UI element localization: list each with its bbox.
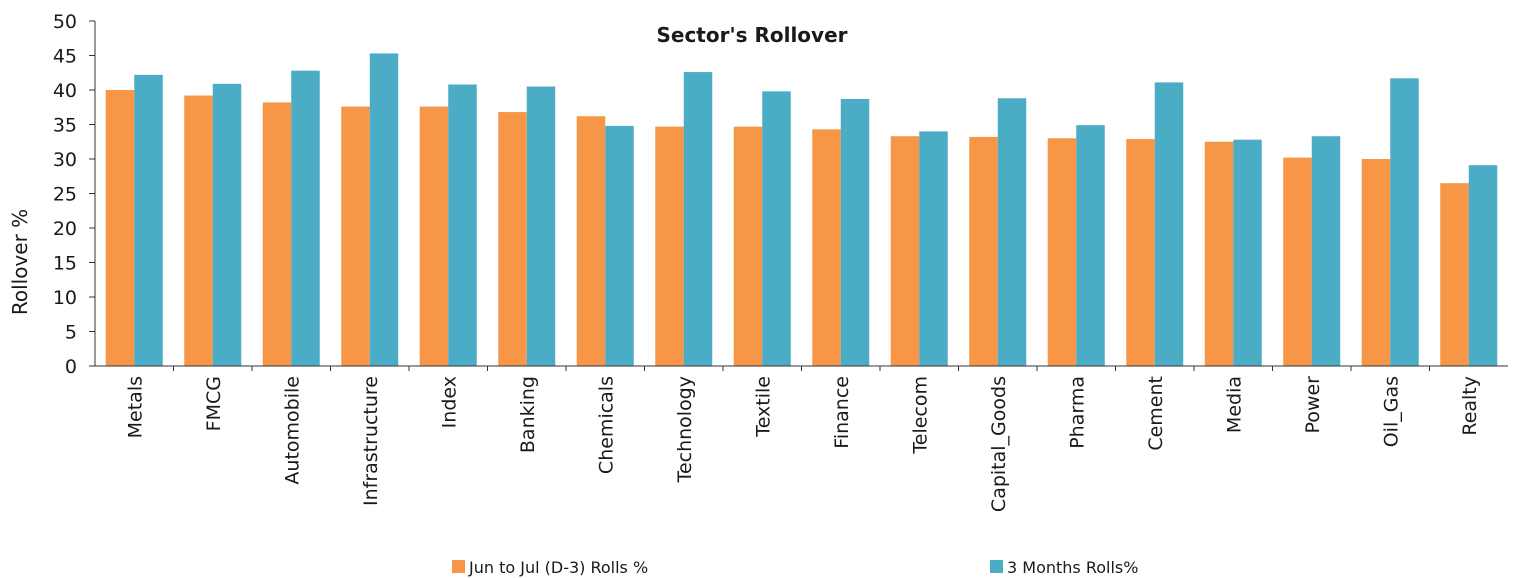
y-axis-label: Rollover % xyxy=(8,209,32,315)
bar-series-2 xyxy=(1154,82,1184,366)
y-tick-label: 50 xyxy=(53,11,77,33)
legend-label: Jun to Jul (D-3) Rolls % xyxy=(468,558,648,577)
bar-series-1 xyxy=(105,90,135,366)
bar-series-2 xyxy=(526,86,556,367)
bar-series-1 xyxy=(733,126,763,366)
y-tick-label: 45 xyxy=(53,46,77,68)
bar-series-1 xyxy=(655,126,684,366)
bar-series-2 xyxy=(840,98,870,366)
bar-series-1 xyxy=(1126,138,1155,366)
bar-series-2 xyxy=(1076,125,1105,366)
bar-series-2 xyxy=(212,83,242,366)
bar-series-2 xyxy=(605,125,634,366)
y-axis-ticks: 0 5 10 15 20 25 30 35 40 45 50 xyxy=(53,11,95,378)
bar-series-2 xyxy=(683,72,713,366)
bar-series-1 xyxy=(498,112,527,366)
y-tick-label: 30 xyxy=(53,149,77,171)
y-tick-label: 5 xyxy=(65,322,77,344)
x-category-label: Index xyxy=(438,376,460,428)
x-axis-labels: Metals FMCG Automobile Infrastructure Index B… xyxy=(124,366,1481,512)
bar-series-2 xyxy=(919,131,948,366)
legend-swatch xyxy=(990,560,1003,573)
bar-series-1 xyxy=(969,136,998,366)
y-tick-label: 20 xyxy=(53,218,77,240)
bar-series-1 xyxy=(812,129,841,366)
y-tick-label: 25 xyxy=(53,184,77,206)
bar-series-1 xyxy=(1440,183,1469,366)
x-category-label: Textile xyxy=(752,376,774,438)
x-category-label: Banking xyxy=(517,376,539,453)
x-category-label: Oil_Gas xyxy=(1380,376,1402,447)
bar-series-1 xyxy=(1047,138,1077,366)
x-category-label: Metals xyxy=(124,376,146,438)
bar-series-1 xyxy=(890,136,920,366)
bar-series-2 xyxy=(1233,139,1262,366)
x-category-label: Technology xyxy=(674,376,696,483)
bar-series-2 xyxy=(291,70,320,367)
chart-title: Sector's Rollover xyxy=(656,23,847,47)
legend: Jun to Jul (D-3) Rolls % 3 Months Rolls% xyxy=(452,558,1138,577)
y-tick-label: 15 xyxy=(53,253,77,275)
x-category-label: Media xyxy=(1223,376,1245,433)
bar-series-2 xyxy=(1390,78,1419,367)
x-category-label: Pharma xyxy=(1066,376,1088,449)
bar-series-1 xyxy=(1204,141,1234,366)
bar-series-2 xyxy=(762,91,791,366)
x-category-label: Automobile xyxy=(281,376,303,485)
x-category-label: Chemicals xyxy=(595,376,617,474)
bar-series-2 xyxy=(134,74,163,366)
bar-series-1 xyxy=(184,95,213,367)
y-tick-label: 40 xyxy=(53,80,77,102)
y-tick-label: 35 xyxy=(53,115,77,137)
x-category-label: Cement xyxy=(1145,376,1167,451)
legend-swatch xyxy=(452,560,465,573)
x-category-label: Infrastructure xyxy=(360,376,382,506)
x-category-label: Realty xyxy=(1459,376,1481,436)
bar-series-1 xyxy=(341,106,370,366)
bar-series-1 xyxy=(1361,159,1391,366)
y-tick-label: 0 xyxy=(65,356,77,378)
bar-series-2 xyxy=(448,84,477,366)
bar-series-2 xyxy=(1468,165,1498,366)
bar-series-2 xyxy=(1311,136,1341,366)
legend-label: 3 Months Rolls% xyxy=(1007,558,1138,577)
bar-series-1 xyxy=(262,102,292,367)
y-tick-label: 10 xyxy=(53,287,77,309)
x-category-label: Power xyxy=(1302,376,1324,434)
bar-series-2 xyxy=(997,98,1027,366)
x-category-label: Telecom xyxy=(909,376,931,455)
bars xyxy=(105,53,1498,367)
bar-series-1 xyxy=(419,106,449,366)
x-category-label: Capital_Goods xyxy=(988,376,1010,512)
bar-series-1 xyxy=(576,116,606,366)
x-category-label: Finance xyxy=(831,376,853,449)
x-category-label: FMCG xyxy=(203,376,225,431)
bar-series-2 xyxy=(369,53,399,367)
bar-series-1 xyxy=(1283,157,1312,366)
